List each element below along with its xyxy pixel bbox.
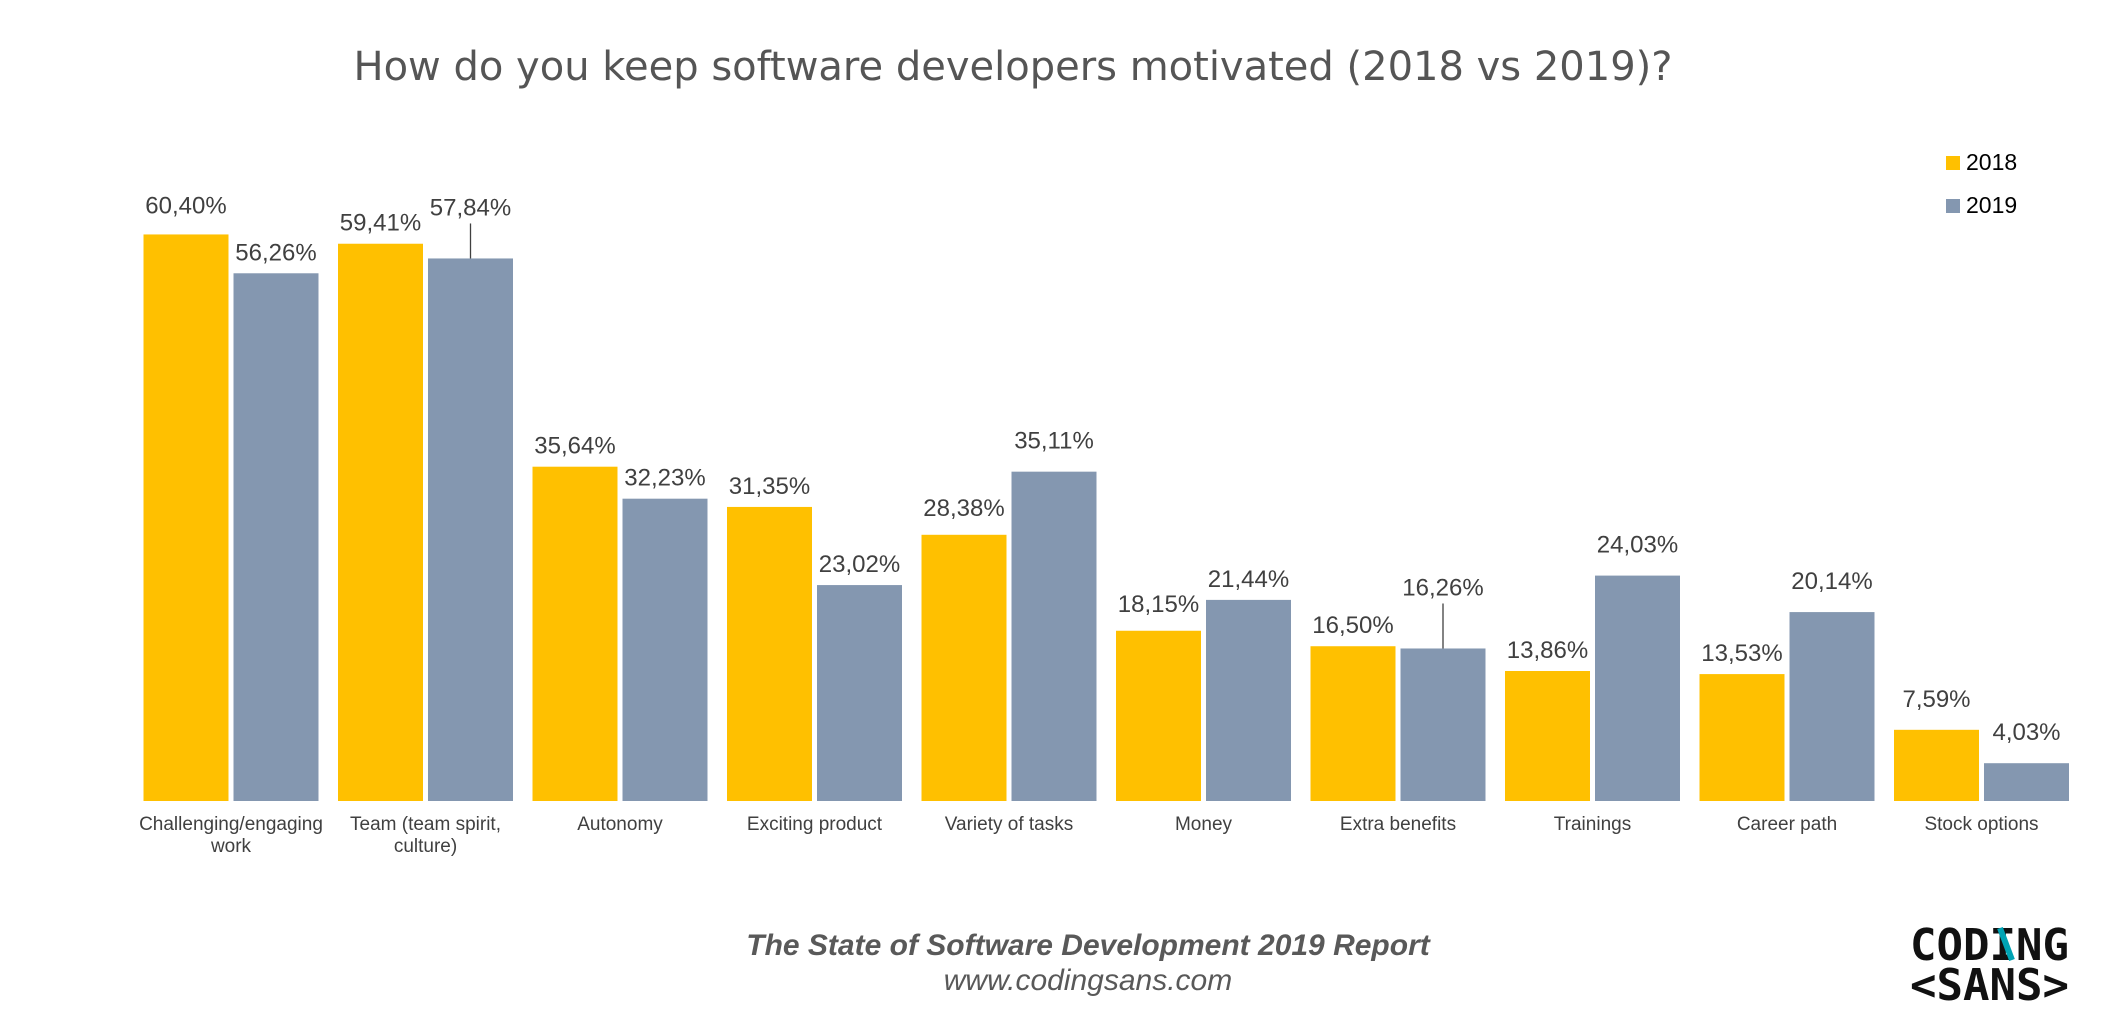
leader-lines	[469, 223, 1444, 649]
bar-2018-7	[1505, 670, 1590, 801]
bar-2018-0	[143, 234, 229, 801]
data-label-2019-3: 23,02%	[819, 551, 900, 578]
category-label-8: Career path	[1737, 814, 1837, 835]
data-labels: 60,40% 56,26% 59,41% 57,84% 35,64% 32,23% 31,3…	[145, 192, 2060, 746]
chart-title: How do you keep software developers moti…	[354, 44, 1673, 90]
codingsans-logo: CODING <SANS>	[1910, 920, 2069, 1011]
bar-2019-5	[1206, 599, 1291, 801]
bar-2018-5	[1116, 630, 1201, 801]
bar-2018-4	[921, 534, 1007, 801]
bar-2018-3	[727, 506, 812, 801]
bar-2018-2	[532, 466, 618, 801]
legend-label-2018: 2018	[1966, 149, 2017, 175]
legend-swatch-2019	[1946, 199, 1960, 213]
category-label-2: Autonomy	[577, 814, 663, 835]
logo-line-1: CODING	[1910, 920, 2069, 971]
data-label-2018-0: 60,40%	[145, 192, 226, 219]
data-label-2018-1: 59,41%	[340, 210, 421, 237]
data-label-2019-1: 57,84%	[430, 194, 511, 221]
data-label-2018-8: 13,53%	[1701, 640, 1782, 667]
category-label-6: Extra benefits	[1340, 814, 1456, 835]
category-label-3: Exciting product	[747, 814, 883, 835]
bar-2019-9	[1984, 763, 2069, 801]
bar-2019-4	[1011, 471, 1097, 801]
category-label-0-line-0: Challenging/engaging	[139, 814, 323, 835]
legend-label-2019: 2019	[1966, 192, 2017, 218]
bar-2018-6	[1310, 646, 1396, 801]
category-label-9: Stock options	[1924, 814, 2038, 835]
category-label-4: Variety of tasks	[945, 814, 1073, 835]
data-label-2019-0: 56,26%	[235, 239, 316, 266]
bar-2018-1	[338, 243, 423, 802]
data-label-2019-9: 4,03%	[1992, 719, 2060, 746]
data-label-2019-5: 21,44%	[1208, 566, 1289, 593]
footer: The State of Software Development 2019 R…	[746, 929, 1432, 997]
data-label-2019-6: 16,26%	[1402, 574, 1483, 601]
bar-2019-3	[817, 585, 902, 801]
footer-url: www.codingsans.com	[944, 964, 1232, 997]
data-label-2019-2: 32,23%	[624, 465, 705, 492]
data-label-2018-2: 35,64%	[534, 433, 615, 460]
data-label-2019-8: 20,14%	[1791, 568, 1872, 595]
data-label-2019-4: 35,11%	[1014, 428, 1094, 455]
bars-layer	[143, 234, 2069, 802]
data-label-2018-6: 16,50%	[1312, 612, 1393, 639]
bar-2019-2	[622, 498, 708, 801]
bar-2019-1	[428, 258, 513, 801]
category-label-7: Trainings	[1554, 814, 1631, 835]
legend-swatch-2018	[1946, 156, 1960, 170]
bar-2018-9	[1894, 729, 1979, 801]
data-label-2019-7: 24,03%	[1597, 532, 1678, 559]
data-label-2018-7: 13,86%	[1507, 637, 1588, 664]
data-label-2018-5: 18,15%	[1118, 591, 1199, 618]
bar-2018-8	[1699, 674, 1785, 801]
category-label-1-line-1: culture)	[394, 836, 457, 857]
bar-2019-8	[1789, 612, 1875, 801]
logo-accent-mark	[1997, 926, 2015, 962]
data-label-2018-9: 7,59%	[1902, 686, 1970, 713]
bar-2019-7	[1595, 575, 1680, 801]
bar-2019-0	[233, 273, 319, 801]
category-label-5: Money	[1175, 814, 1233, 835]
logo-line-2: <SANS>	[1910, 960, 2069, 1011]
category-label-0-line-1: work	[210, 836, 252, 857]
data-label-2018-4: 28,38%	[923, 495, 1004, 522]
footer-report-title: The State of Software Development 2019 R…	[746, 929, 1432, 962]
data-label-2018-3: 31,35%	[729, 473, 810, 500]
category-label-1-line-0: Team (team spirit,	[350, 814, 501, 835]
bar-2019-6	[1400, 648, 1486, 801]
legend: 2018 2019	[1946, 149, 2017, 218]
